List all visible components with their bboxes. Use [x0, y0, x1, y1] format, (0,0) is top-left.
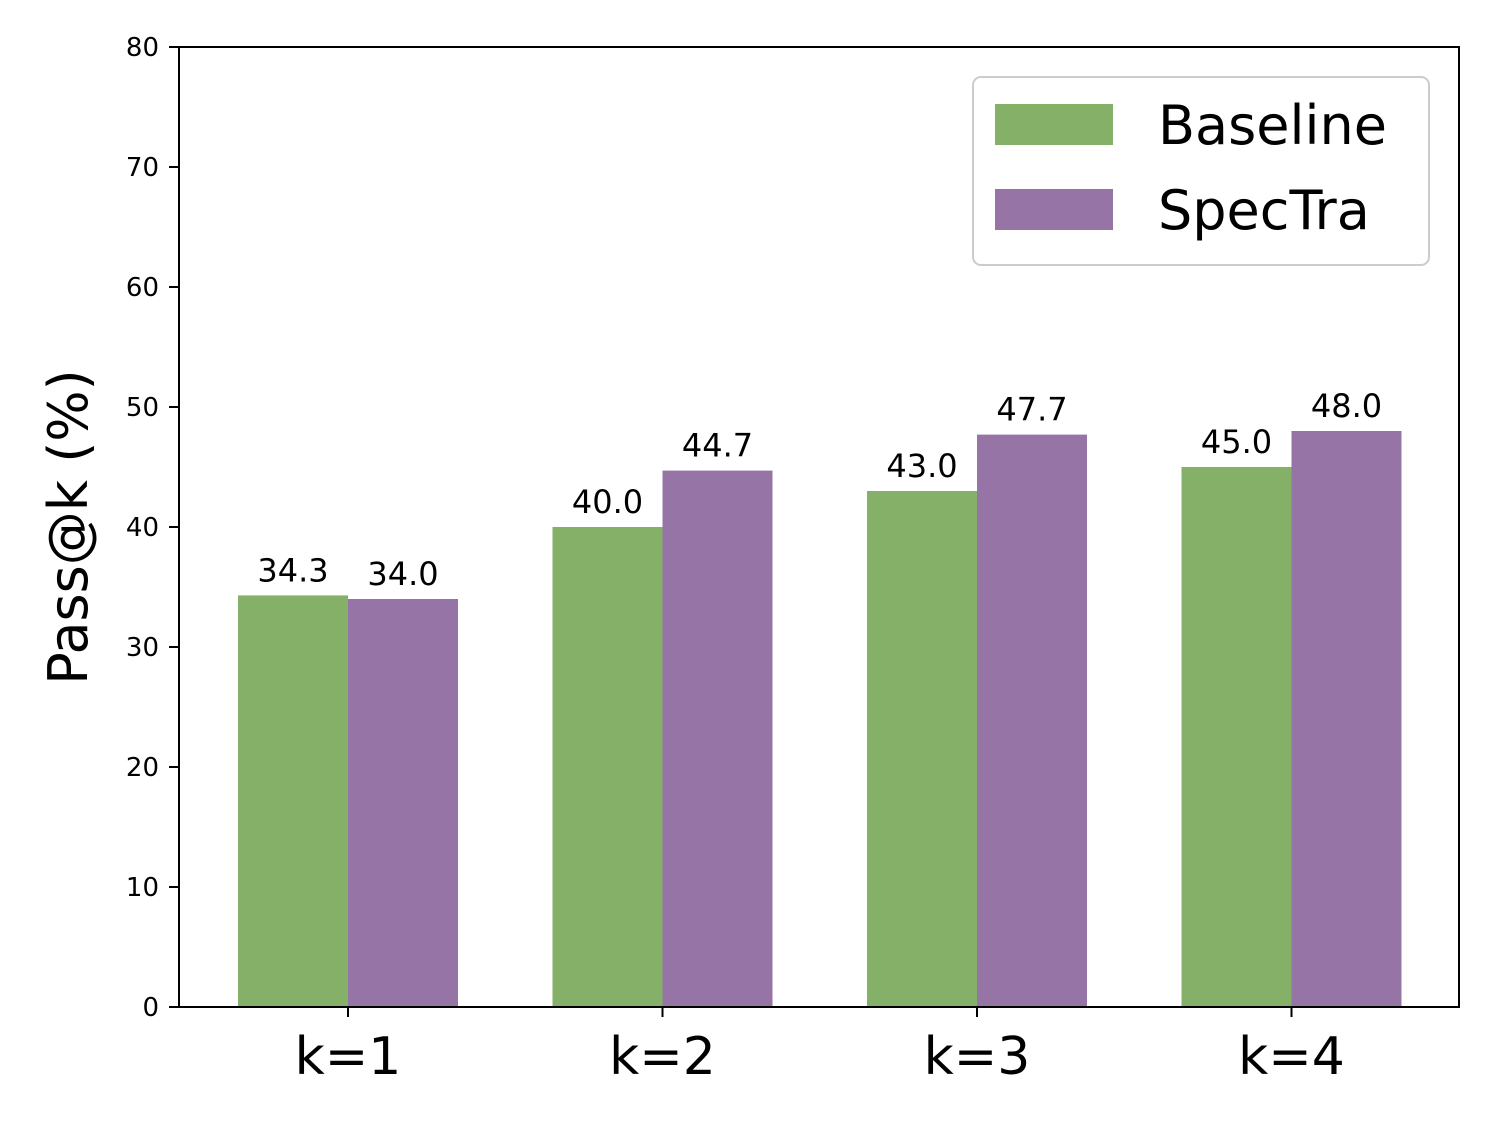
legend: Baseline SpecTra	[972, 76, 1430, 266]
y-tick-label: 0	[142, 993, 159, 1023]
x-tick-label: k=2	[609, 1027, 716, 1087]
y-axis: 0 10 20 30 40 50 60 70 80	[126, 33, 179, 1023]
data-label-baseline-4: 45.0	[1201, 423, 1272, 461]
x-tick-label: k=3	[924, 1027, 1031, 1087]
y-tick-label: 60	[126, 273, 159, 303]
data-labels-layer: 34.3 34.0 40.0 44.7 43.0 47.7 45.0 48.0	[257, 387, 1382, 593]
x-tick-label: k=4	[1238, 1027, 1345, 1087]
data-label-spectra-2: 44.7	[682, 427, 753, 465]
bar-baseline-2	[552, 527, 663, 1007]
data-label-spectra-1: 34.0	[367, 555, 438, 593]
bar-spectra-3	[977, 434, 1087, 1008]
data-label-baseline-1: 34.3	[257, 551, 328, 589]
legend-label-spectra: SpecTra	[1158, 179, 1370, 242]
data-label-spectra-3: 47.7	[996, 391, 1067, 429]
y-tick-label: 40	[126, 513, 159, 543]
bar-baseline-4	[1181, 467, 1292, 1007]
data-label-baseline-3: 43.0	[886, 447, 957, 485]
y-tick-label: 20	[126, 753, 159, 783]
y-axis-title: Pass@k (%)	[37, 369, 100, 684]
bar-spectra-2	[662, 470, 773, 1008]
y-tick-label: 70	[126, 153, 159, 183]
x-tick-label: k=1	[295, 1027, 402, 1087]
bars-layer	[238, 431, 1402, 1008]
y-tick-label: 50	[126, 393, 159, 423]
legend-swatch-spectra	[995, 189, 1113, 230]
x-axis: k=1 k=2 k=3 k=4	[295, 1007, 1345, 1087]
bar-spectra-1	[348, 599, 458, 1007]
data-label-spectra-4: 48.0	[1311, 387, 1382, 425]
y-tick-label: 80	[126, 33, 159, 63]
data-label-baseline-2: 40.0	[572, 483, 643, 521]
legend-swatch-baseline	[995, 104, 1113, 145]
legend-label-baseline: Baseline	[1158, 94, 1387, 157]
bar-baseline-3	[867, 491, 977, 1007]
y-tick-label: 30	[126, 633, 159, 663]
y-tick-label: 10	[126, 873, 159, 903]
bar-spectra-4	[1291, 431, 1402, 1007]
bar-baseline-1	[238, 595, 348, 1007]
